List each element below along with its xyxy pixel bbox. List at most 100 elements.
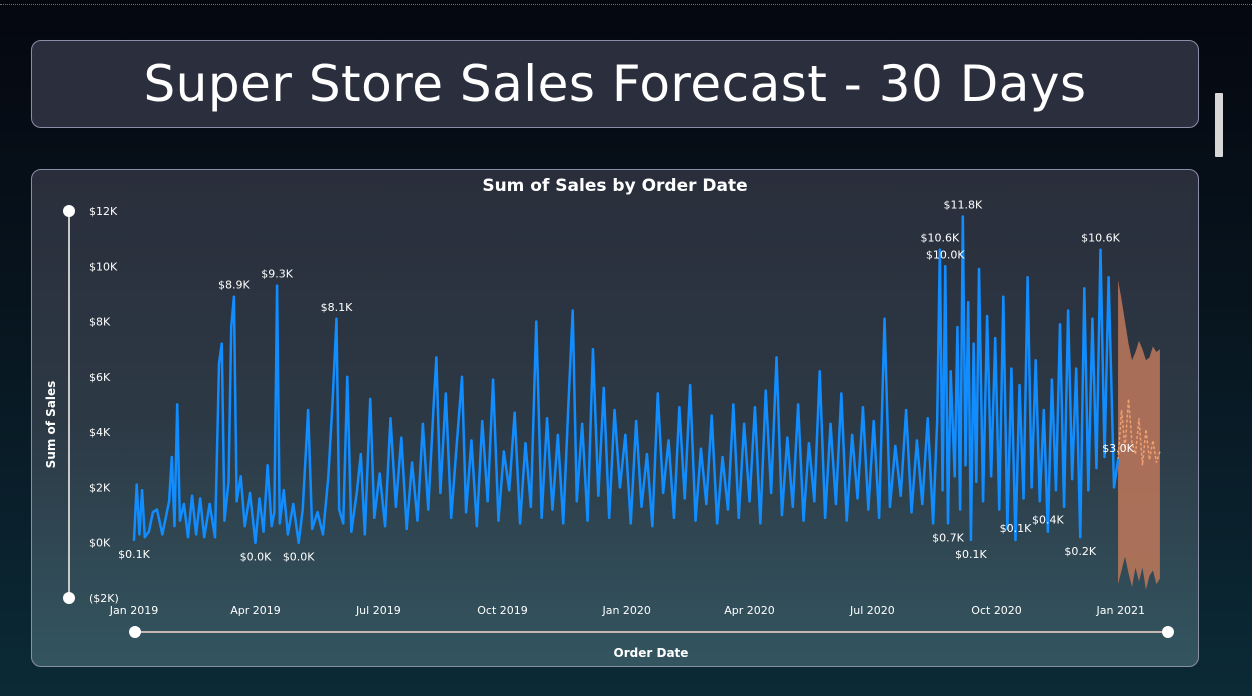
- sales-data-point[interactable]: [938, 248, 942, 251]
- sales-data-point[interactable]: [155, 508, 159, 511]
- sales-data-point[interactable]: [994, 336, 997, 340]
- sales-data-point[interactable]: [383, 524, 387, 528]
- sales-data-point[interactable]: [1066, 309, 1070, 312]
- sales-data-point[interactable]: [491, 378, 495, 381]
- sales-data-point[interactable]: [1042, 408, 1046, 412]
- sales-data-point[interactable]: [182, 502, 186, 506]
- sales-data-point[interactable]: [170, 455, 173, 459]
- sales-data-point[interactable]: [427, 508, 430, 511]
- sales-data-point[interactable]: [481, 419, 484, 423]
- sales-data-point[interactable]: [1070, 477, 1074, 481]
- sales-data-point[interactable]: [278, 522, 281, 525]
- sales-data-point[interactable]: [202, 535, 206, 539]
- sales-data-point[interactable]: [694, 519, 697, 522]
- sales-data-point[interactable]: [331, 403, 334, 406]
- sales-data-point[interactable]: [759, 522, 762, 525]
- sales-data-point[interactable]: [513, 411, 516, 414]
- sales-data-point[interactable]: [705, 502, 708, 506]
- sales-data-point[interactable]: [715, 522, 719, 525]
- sales-data-point[interactable]: [904, 408, 908, 412]
- sales-data-point[interactable]: [1103, 455, 1106, 459]
- sales-data-point[interactable]: [678, 406, 681, 409]
- sales-data-point[interactable]: [1075, 367, 1078, 370]
- sales-data-point[interactable]: [508, 488, 511, 492]
- sales-data-point[interactable]: [435, 356, 438, 359]
- sales-data-point[interactable]: [624, 433, 627, 437]
- sales-data-point[interactable]: [292, 502, 295, 506]
- sales-data-point[interactable]: [1107, 276, 1110, 279]
- sales-data-point[interactable]: [297, 541, 300, 544]
- sales-data-point[interactable]: [651, 524, 654, 528]
- sales-data-point[interactable]: [567, 397, 570, 401]
- sales-data-point[interactable]: [143, 535, 146, 539]
- sales-data-point[interactable]: [229, 325, 233, 329]
- sales-data-point[interactable]: [975, 480, 978, 484]
- sales-data-point[interactable]: [1018, 383, 1021, 387]
- sales-data-point[interactable]: [967, 301, 970, 304]
- sales-data-point[interactable]: [248, 491, 252, 495]
- sales-data-point[interactable]: [373, 516, 376, 520]
- sales-data-point[interactable]: [575, 500, 578, 503]
- sales-data-point[interactable]: [944, 265, 947, 268]
- sales-data-point[interactable]: [301, 508, 304, 511]
- sales-data-point[interactable]: [721, 455, 724, 459]
- sales-data-point[interactable]: [562, 522, 565, 525]
- sales-data-point[interactable]: [1026, 276, 1029, 279]
- sales-data-point[interactable]: [872, 419, 875, 423]
- y-zoom-slider-handle-top[interactable]: [63, 205, 75, 217]
- sales-data-point[interactable]: [969, 538, 973, 542]
- sales-data-point[interactable]: [688, 383, 692, 387]
- sales-data-point[interactable]: [1079, 535, 1082, 539]
- sales-data-point[interactable]: [173, 524, 176, 528]
- sales-data-point[interactable]: [1083, 287, 1086, 290]
- sales-data-point[interactable]: [220, 342, 223, 345]
- sales-data-point[interactable]: [618, 486, 622, 489]
- sales-data-point[interactable]: [791, 505, 794, 508]
- sales-data-point[interactable]: [764, 389, 767, 392]
- sales-data-point[interactable]: [672, 516, 676, 520]
- sales-data-point[interactable]: [964, 464, 967, 467]
- sales-data-point[interactable]: [769, 491, 773, 495]
- sales-data-point[interactable]: [310, 527, 314, 531]
- sales-data-point[interactable]: [935, 419, 939, 423]
- sales-data-point[interactable]: [132, 538, 136, 542]
- sales-data-point[interactable]: [524, 442, 527, 445]
- sales-data-point[interactable]: [656, 392, 659, 395]
- sales-data-point[interactable]: [591, 348, 595, 351]
- sales-data-point[interactable]: [1014, 538, 1017, 542]
- sales-data-point[interactable]: [941, 488, 944, 492]
- sales-data-point[interactable]: [1046, 530, 1050, 533]
- y-zoom-slider-handle-bottom[interactable]: [63, 592, 75, 604]
- sales-data-point[interactable]: [710, 414, 713, 417]
- sales-data-point[interactable]: [1099, 248, 1102, 251]
- sales-data-point[interactable]: [147, 530, 151, 533]
- sales-data-point[interactable]: [834, 502, 838, 506]
- sales-data-point[interactable]: [239, 475, 242, 478]
- sales-data-point[interactable]: [877, 516, 881, 520]
- sales-data-point[interactable]: [138, 533, 141, 536]
- sales-data-point[interactable]: [1095, 466, 1098, 470]
- sales-data-point[interactable]: [796, 403, 800, 406]
- sales-data-point[interactable]: [286, 533, 290, 536]
- sales-data-point[interactable]: [981, 500, 985, 503]
- sales-data-point[interactable]: [486, 500, 489, 503]
- sales-data-point[interactable]: [640, 505, 643, 508]
- sales-data-point[interactable]: [378, 472, 381, 475]
- sales-data-point[interactable]: [1062, 505, 1066, 508]
- sales-data-point[interactable]: [953, 475, 956, 478]
- sales-data-point[interactable]: [551, 508, 554, 511]
- sales-data-point[interactable]: [634, 419, 638, 423]
- sales-data-point[interactable]: [661, 491, 665, 495]
- sales-data-point[interactable]: [931, 522, 935, 525]
- sales-data-point[interactable]: [753, 406, 757, 409]
- sales-data-point[interactable]: [535, 320, 538, 323]
- sales-data-point[interactable]: [699, 447, 703, 450]
- sales-data-point[interactable]: [1058, 323, 1062, 326]
- sales-data-point[interactable]: [460, 375, 464, 379]
- sales-data-point[interactable]: [775, 356, 778, 359]
- sales-data-point[interactable]: [958, 508, 962, 511]
- sales-data-point[interactable]: [818, 370, 821, 373]
- sales-data-point[interactable]: [405, 527, 408, 531]
- sales-data-point[interactable]: [1006, 527, 1009, 531]
- sales-data-point[interactable]: [450, 516, 453, 520]
